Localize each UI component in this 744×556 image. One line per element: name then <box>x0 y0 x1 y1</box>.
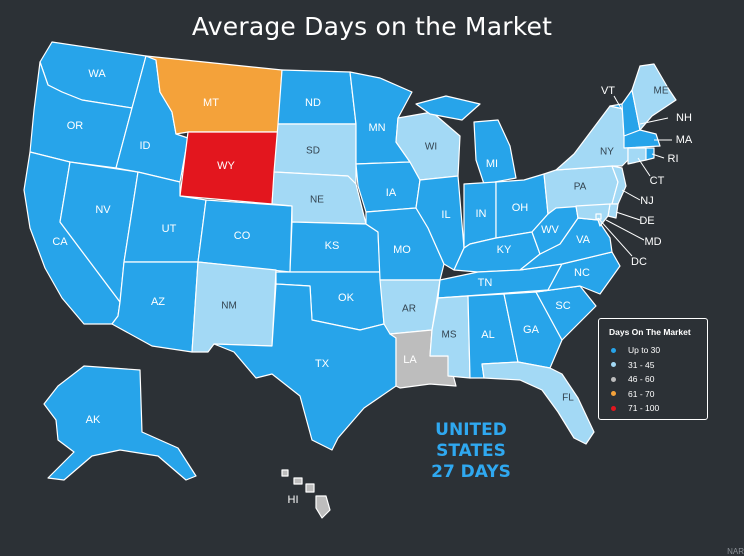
label-id: ID <box>140 140 151 152</box>
leader-nj <box>621 189 641 201</box>
legend-item: Up to 30 <box>611 343 707 358</box>
label-ri: RI <box>668 153 679 165</box>
state-RI[interactable] <box>645 147 655 161</box>
state-MI[interactable] <box>415 95 517 185</box>
leader-ri <box>651 153 665 159</box>
legend-item: 46 - 60 <box>611 372 707 387</box>
state-NY[interactable] <box>555 105 629 171</box>
label-ga: GA <box>523 324 540 336</box>
state-HI[interactable] <box>281 469 331 519</box>
label-nc: NC <box>574 267 590 279</box>
legend-dot <box>611 376 616 382</box>
legend-dot <box>611 347 616 353</box>
label-dc: DC <box>631 256 647 268</box>
label-al: AL <box>481 329 494 341</box>
legend-item: 71 - 100 <box>611 401 707 416</box>
label-sd: SD <box>306 146 320 157</box>
leader-nh <box>639 117 669 125</box>
legend-dot <box>611 405 616 411</box>
state-DC[interactable] <box>595 213 602 220</box>
label-me: ME <box>654 86 669 97</box>
state-CT[interactable] <box>627 147 647 165</box>
legend-label: Up to 30 <box>628 345 661 356</box>
label-oh: OH <box>512 202 529 214</box>
leader-de <box>615 211 641 221</box>
state-GA[interactable] <box>503 291 563 369</box>
legend-item: 31 - 45 <box>611 358 707 373</box>
legend-label: 61 - 70 <box>628 388 655 399</box>
label-wy: WY <box>217 160 235 172</box>
label-il: IL <box>441 209 450 221</box>
state-IL[interactable] <box>415 175 465 271</box>
label-co: CO <box>234 230 251 242</box>
label-az: AZ <box>151 296 165 308</box>
state-AK[interactable] <box>43 365 197 481</box>
label-vt: VT <box>601 85 615 97</box>
label-la: LA <box>403 354 417 366</box>
state-TX[interactable] <box>213 283 397 451</box>
label-ar: AR <box>402 304 416 315</box>
label-va: VA <box>576 234 591 246</box>
legend-label: 46 - 60 <box>628 374 655 385</box>
label-ma: MA <box>676 134 693 146</box>
label-ok: OK <box>338 292 355 304</box>
label-nd: ND <box>305 97 321 109</box>
label-ms: MS <box>442 330 457 341</box>
legend: Days On The Market Up to 30 31 - 45 46 -… <box>598 318 708 420</box>
label-ut: UT <box>162 223 177 235</box>
label-ky: KY <box>497 244 512 256</box>
state-FL[interactable] <box>481 361 595 445</box>
leader-dc <box>597 217 633 257</box>
label-pa: PA <box>574 182 587 193</box>
label-ca: CA <box>52 236 68 248</box>
map-title: Average Days on the Market <box>191 12 553 41</box>
label-mt: MT <box>203 97 219 109</box>
label-tn: TN <box>478 277 493 289</box>
legend-dot <box>611 391 616 397</box>
label-ny: NY <box>600 147 614 158</box>
leader-md <box>605 219 645 241</box>
national-summary-line1: UNITED STATES <box>435 420 507 461</box>
legend-title: Days On The Market <box>609 327 691 337</box>
label-fl: FL <box>562 393 574 404</box>
label-tx: TX <box>315 358 330 370</box>
label-mi: MI <box>486 158 498 170</box>
leader-vt <box>613 95 623 111</box>
label-de: DE <box>639 215 654 227</box>
label-nm: NM <box>221 301 237 312</box>
label-ks: KS <box>325 240 340 252</box>
label-nj: NJ <box>640 195 653 207</box>
legend-dot <box>611 362 616 368</box>
state-ME[interactable] <box>631 63 677 131</box>
label-wi: WI <box>425 142 437 153</box>
label-mn: MN <box>368 122 385 134</box>
label-nh: NH <box>676 112 692 124</box>
label-ia: IA <box>386 187 397 199</box>
label-sc: SC <box>555 300 570 312</box>
label-in: IN <box>476 208 487 220</box>
label-ct: CT <box>650 175 665 187</box>
legend-label: 71 - 100 <box>628 403 660 414</box>
label-mo: MO <box>393 244 411 256</box>
label-nv: NV <box>95 204 111 216</box>
label-ne: NE <box>310 195 324 206</box>
source-credit: NAR <box>727 547 744 556</box>
legend-item: 61 - 70 <box>611 387 707 402</box>
label-wv: WV <box>541 224 559 236</box>
label-hi: HI <box>288 494 299 506</box>
label-ak: AK <box>86 414 101 426</box>
national-summary: UNITED STATES 27 DAYS <box>400 420 542 483</box>
label-wa: WA <box>88 68 106 80</box>
national-summary-line2: 27 DAYS <box>431 462 511 482</box>
leader-ct <box>637 157 651 177</box>
legend-label: 31 - 45 <box>628 359 655 370</box>
label-or: OR <box>67 120 84 132</box>
state-MD[interactable] <box>575 203 611 227</box>
label-md: MD <box>644 236 661 248</box>
